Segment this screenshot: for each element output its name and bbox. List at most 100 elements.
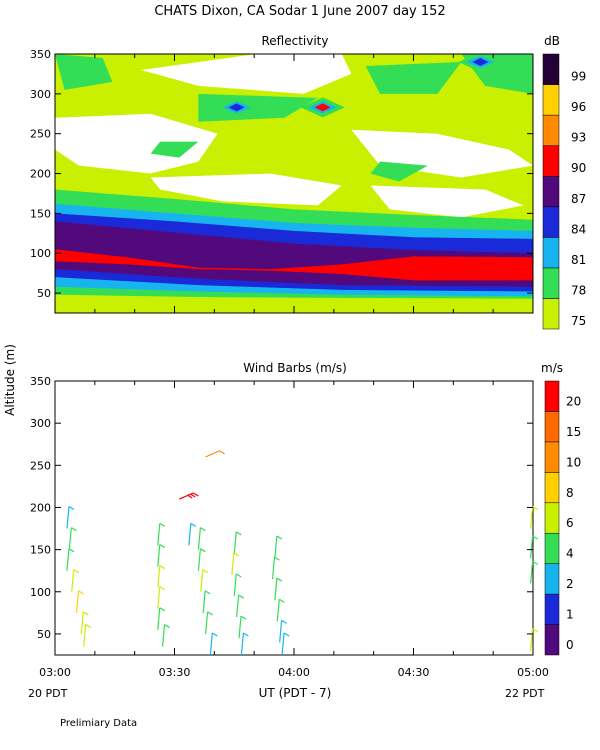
- reflectivity-colorbar-label: 81: [571, 253, 586, 267]
- reflectivity-colorbar-swatch: [542, 267, 560, 299]
- reflectivity-y-tick-label: 200: [30, 168, 51, 181]
- reflectivity-colorbar-swatch: [542, 84, 560, 116]
- wind-barb: [179, 492, 199, 500]
- wind-barb: [238, 615, 247, 639]
- wind-barb: [279, 619, 287, 643]
- wind-y-tick-label: 150: [30, 544, 51, 557]
- wind-barb: [197, 527, 206, 550]
- reflectivity-colorbar-label: 93: [571, 131, 586, 145]
- reflectivity-colorbar: 75 78 81 84 87 90 93 96 99: [542, 53, 586, 330]
- reflectivity-colorbar-label: 90: [571, 161, 586, 175]
- wind-barb: [281, 632, 290, 656]
- reflectivity-y-axis: 50 100 150 200 250 300 350: [30, 48, 533, 300]
- reflectivity-plot: [54, 53, 534, 314]
- reflectivity-colorbar-swatch: [542, 53, 560, 85]
- wind-x-tick-label: 03:30: [159, 666, 191, 679]
- wind-x-tick-label: 04:30: [398, 666, 430, 679]
- wind-barbs-plot: [54, 380, 538, 656]
- wind-barb: [200, 569, 209, 592]
- wind-barb: [530, 506, 538, 529]
- wind-colorbar-swatch: [544, 472, 560, 504]
- wind-barb: [157, 565, 166, 588]
- wind-barb: [276, 598, 285, 622]
- reflectivity-colorbar-swatch: [542, 145, 560, 177]
- reflectivity-hotspot-2: [472, 57, 489, 66]
- reflectivity-hotspot-1: [314, 103, 331, 112]
- wind-colorbar-swatch: [544, 624, 560, 656]
- wind-barb: [236, 594, 244, 618]
- wind-x-tick-label: 03:00: [39, 666, 71, 679]
- wind-colorbar-swatch: [544, 532, 560, 564]
- reflectivity-title: Reflectivity: [261, 34, 328, 48]
- reflectivity-colorbar-label: 96: [571, 100, 586, 114]
- wind-colorbar-label: 10: [566, 455, 581, 469]
- wind-colorbar-swatch: [544, 593, 560, 625]
- wind-y-tick-label: 50: [37, 628, 51, 641]
- figure-title: CHATS Dixon, CA Sodar 1 June 2007 day 15…: [154, 4, 445, 19]
- reflectivity-y-tick-label: 100: [30, 247, 51, 260]
- wind-colorbar-swatch: [544, 441, 560, 473]
- wind-barb: [75, 590, 84, 613]
- reflectivity-patch-2: [365, 61, 462, 94]
- reflectivity-colorbar-swatch: [542, 114, 560, 146]
- reflectivity-blank-0: [141, 54, 352, 94]
- x-axis-title: UT (PDT - 7): [259, 686, 332, 700]
- wind-colorbar-label: 20: [566, 394, 581, 408]
- wind-barb: [202, 590, 211, 613]
- wind-colorbar-label: 1: [566, 608, 574, 622]
- altitude-axis-label: Altitude (m): [3, 344, 17, 416]
- wind-barb: [233, 573, 242, 597]
- wind-y-tick-label: 250: [30, 459, 51, 472]
- wind-barb: [530, 560, 538, 584]
- wind-barb: [157, 543, 166, 567]
- reflectivity-y-tick-label: 150: [30, 207, 51, 220]
- x-end-label: 22 PDT: [505, 687, 545, 700]
- reflectivity-y-tick-label: 50: [37, 287, 51, 300]
- reflectivity-patch-4: [150, 141, 199, 158]
- reflectivity-blank-4: [370, 185, 524, 218]
- wind-colorbar-label: 4: [566, 547, 574, 561]
- reflectivity-colorbar-label: 78: [571, 283, 586, 297]
- reflectivity-blank-3: [150, 173, 342, 206]
- wind-barb: [233, 531, 242, 554]
- wind-barb: [271, 556, 280, 580]
- wind-x-axis: 03:00 03:30 04:00 04:30 05:00: [39, 381, 549, 679]
- wind-barb: [204, 611, 213, 634]
- wind-colorbar-swatch: [544, 411, 560, 443]
- reflectivity-y-tick-label: 350: [30, 48, 51, 61]
- wind-barb: [83, 624, 91, 647]
- wind-y-tick-label: 100: [30, 586, 51, 599]
- wind-barb: [80, 611, 89, 634]
- wind-barb: [68, 527, 77, 550]
- reflectivity-patch-0: [55, 54, 113, 90]
- wind-barb: [157, 586, 166, 609]
- reflectivity-colorbar-unit: dB: [544, 34, 560, 48]
- wind-barb: [274, 535, 283, 559]
- preliminary-note: Prelimiary Data: [60, 718, 137, 729]
- wind-barbs-title: Wind Barbs (m/s): [243, 361, 347, 375]
- wind-barb: [71, 569, 80, 592]
- reflectivity-colorbar-swatch: [542, 206, 560, 238]
- wind-colorbar-label: 6: [566, 516, 574, 530]
- wind-barb: [240, 632, 249, 656]
- reflectivity-colorbar-label: 87: [571, 192, 586, 206]
- reflectivity-colorbar-label: 99: [571, 70, 586, 84]
- wind-barb: [231, 552, 240, 575]
- wind-barb: [530, 535, 538, 559]
- reflectivity-y-tick-label: 300: [30, 88, 51, 101]
- wind-colorbar: 0 1 2 4 6 8 10 15 20: [544, 380, 581, 656]
- reflectivity-patch-5: [370, 161, 428, 182]
- wind-colorbar-label: 15: [566, 425, 581, 439]
- reflectivity-patch-1: [198, 93, 318, 122]
- wind-colorbar-swatch: [544, 380, 560, 412]
- reflectivity-blank-1: [55, 113, 218, 174]
- wind-x-tick-label: 05:00: [517, 666, 549, 679]
- wind-y-tick-label: 300: [30, 417, 51, 430]
- wind-barb: [188, 522, 197, 546]
- wind-y-tick-label: 200: [30, 501, 51, 514]
- wind-barb: [209, 632, 218, 656]
- wind-frame: [54, 380, 534, 656]
- reflectivity-band-90: [55, 249, 533, 281]
